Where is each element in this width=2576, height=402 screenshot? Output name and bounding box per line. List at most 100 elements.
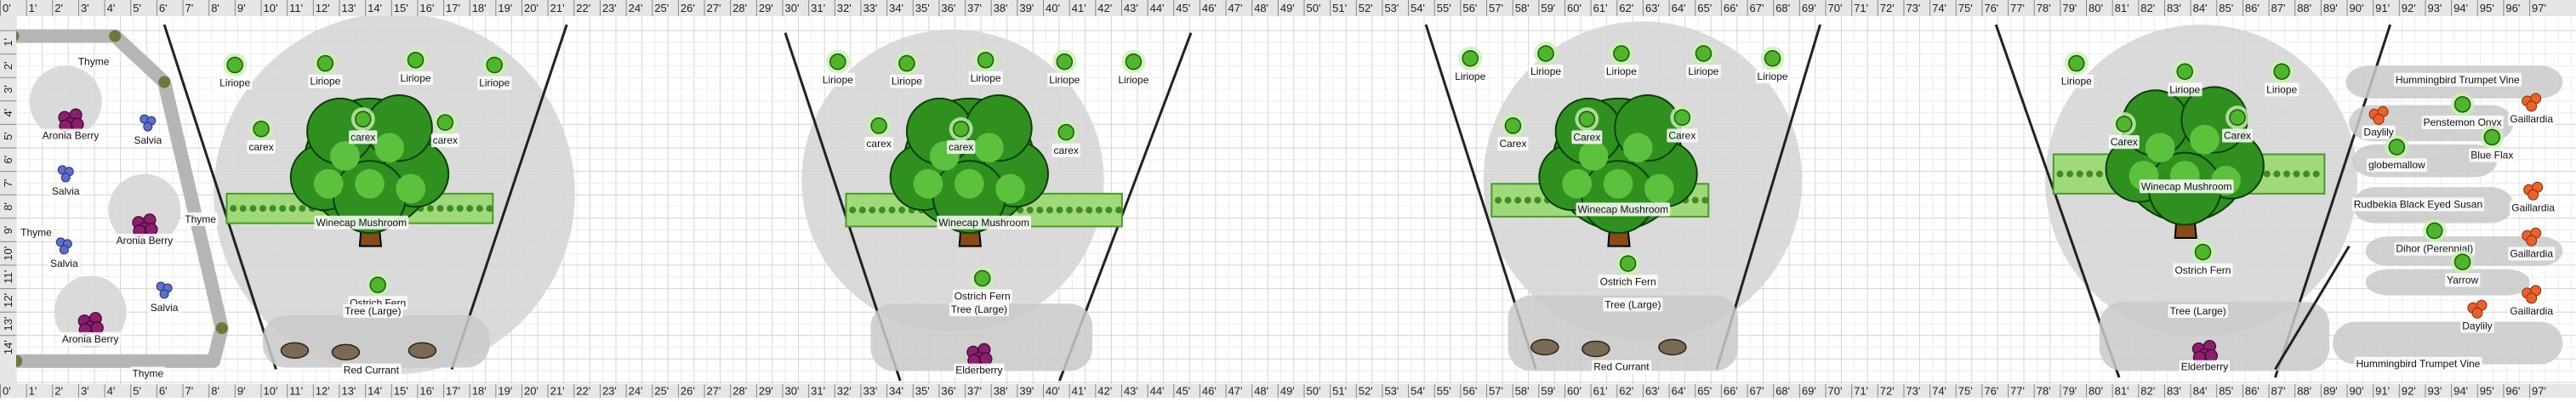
ruler-label: 23'	[602, 2, 617, 14]
label-background	[1051, 143, 1080, 157]
mushroom-cap	[1105, 207, 1113, 214]
plant-icon	[2068, 54, 2085, 72]
mushroom-cap	[447, 205, 454, 212]
ruler-label: 25'	[654, 384, 669, 397]
ruler-label: 15'	[394, 384, 408, 397]
mushroom-cap	[1036, 207, 1044, 214]
tree-leaf	[313, 168, 344, 199]
mushroom-cap	[2293, 170, 2300, 178]
ruler-label: 66'	[1724, 2, 1738, 14]
flower-icon	[2373, 113, 2385, 125]
label-background	[477, 76, 512, 90]
plant-label: Liriope	[2266, 83, 2297, 95]
tree-leaf	[330, 141, 360, 171]
ruler-label: 82'	[2140, 2, 2155, 14]
plant-label: Red Currant	[344, 365, 400, 377]
plant-icon	[316, 54, 334, 72]
bed-circle	[108, 173, 181, 246]
plant-label: Aronia Berry	[62, 333, 119, 345]
ruler-label: 18'	[472, 2, 487, 14]
plant-label: Red Currant	[1593, 361, 1650, 373]
ruler-label: 17'	[446, 384, 460, 397]
ruler-label: 9'	[2, 226, 14, 235]
mushroom-cap	[1534, 196, 1542, 204]
bed-edge	[450, 24, 568, 370]
ruler-label: 97'	[2532, 2, 2546, 14]
ruler-label: 11'	[289, 2, 303, 14]
ruler-label: 50'	[1307, 2, 1321, 14]
ruler-label: 35'	[915, 384, 930, 397]
plant-label: Liriope	[2061, 76, 2092, 88]
label-background	[1755, 69, 1790, 83]
mushroom-cap	[1701, 196, 1709, 204]
plant-icon	[973, 269, 991, 287]
ruler-label: 5'	[133, 2, 141, 14]
ruler-label: 28'	[732, 384, 747, 397]
mushroom-cap	[299, 205, 306, 212]
ruler-label: 43'	[1124, 2, 1138, 14]
mushroom-cap	[288, 205, 296, 212]
bed-area	[870, 303, 1093, 371]
label-background	[2460, 319, 2494, 333]
ruler-label: 65'	[1697, 2, 1712, 14]
label-background	[820, 72, 856, 87]
label-background	[2179, 360, 2231, 374]
label-background	[48, 257, 80, 271]
ruler-label: 46'	[1202, 384, 1217, 397]
plant-icon	[2273, 63, 2290, 80]
berry-icon	[979, 352, 993, 366]
label-background	[968, 71, 1003, 85]
plant-icon	[1619, 255, 1637, 272]
plant-icon	[1537, 45, 1554, 62]
label-background	[114, 234, 175, 248]
ruler-label: 34'	[889, 384, 903, 397]
plant-icon	[898, 54, 915, 72]
ruler-label: 54'	[1411, 2, 1425, 14]
ruler-label: 93'	[2427, 384, 2442, 397]
label-background	[2139, 179, 2234, 194]
label-background	[1604, 65, 1639, 79]
label-background	[1576, 202, 1671, 217]
ruler-label: 3'	[2, 85, 14, 93]
ruler-label: 47'	[1228, 384, 1243, 397]
plant-label: Daylily	[2363, 127, 2393, 139]
ruler-label: 2'	[54, 2, 63, 14]
ruler-label: 66'	[1724, 384, 1738, 397]
ruler-label: 13'	[341, 384, 356, 397]
ruler-label: 52'	[1359, 384, 1373, 397]
mushroom-cap	[426, 205, 434, 212]
mushroom-cap	[269, 205, 276, 212]
plant-label: Gaillardia	[2510, 113, 2553, 125]
ruler-label: 96'	[2505, 2, 2520, 14]
ruler-label: 89'	[2323, 384, 2338, 397]
tree-leaf	[2190, 124, 2220, 155]
mushroom-cap	[1086, 207, 1093, 214]
ruler-label: 39'	[1019, 2, 1034, 14]
ruler-label: 75'	[1958, 2, 1973, 14]
ruler-label: 55'	[1437, 2, 1451, 14]
label-background	[952, 289, 1012, 303]
ruler-label: 8'	[211, 384, 219, 397]
plant-label: Aronia Berry	[117, 235, 174, 246]
plant-label: carex	[1054, 144, 1079, 156]
plant-label: Ostrich Fern	[1600, 275, 1656, 287]
ruler-label: 82'	[2140, 384, 2155, 397]
ruler-label: 33'	[863, 384, 877, 397]
ruler-label: 87'	[2271, 2, 2286, 14]
plant-label: Liriope	[1530, 65, 1561, 77]
ruler-label: 25'	[654, 2, 669, 14]
plant-label: Liriope	[1118, 74, 1148, 86]
ruler-left	[0, 16, 16, 384]
ruler-label: 38'	[994, 384, 1008, 397]
plant-label: Thyme	[132, 367, 163, 379]
plant-label: carex	[866, 138, 891, 150]
ruler-label: 90'	[2350, 2, 2364, 14]
salvia-icon	[159, 289, 169, 299]
ruler-label: 61'	[1593, 384, 1608, 397]
plant-icon	[1056, 53, 1074, 71]
mushroom-cap	[239, 205, 247, 212]
thyme-border	[13, 29, 229, 368]
mushroom-cap	[1495, 196, 1502, 204]
ruler-label: 20'	[524, 2, 539, 14]
ruler-label: 19'	[498, 2, 512, 14]
